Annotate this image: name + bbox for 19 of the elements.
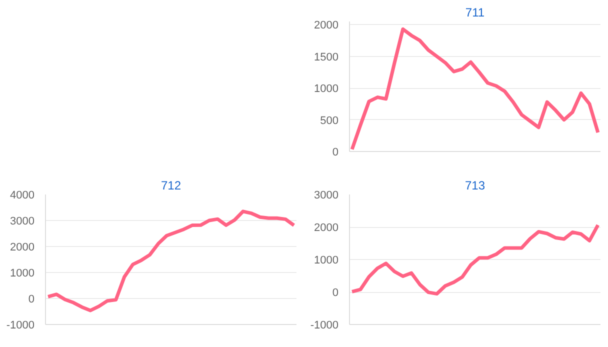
y-tick-label: 1000 [314,254,339,266]
y-tick-label: 3000 [314,190,339,202]
y-tick-label: 1500 [314,51,339,64]
y-tick-label: 1000 [314,83,339,96]
y-tick-label: -1000 [6,320,35,332]
chart-title: 713 [464,178,486,192]
chart-title: 711 [465,6,485,20]
y-tick-label: 0 [28,294,35,306]
y-tick-label: 2000 [314,222,339,234]
y-tick-label: 4000 [10,190,35,202]
y-tick-label: 3000 [10,216,35,228]
chart-title: 712 [160,178,182,192]
y-tick-label: 1000 [10,268,35,280]
y-tick-label: 0 [332,146,339,158]
y-tick-label: 2000 [10,242,35,254]
y-tick-label: -1000 [310,320,339,332]
y-tick-label: 2000 [314,20,339,32]
y-tick-label: 500 [320,114,339,127]
y-tick-label: 0 [332,287,339,299]
